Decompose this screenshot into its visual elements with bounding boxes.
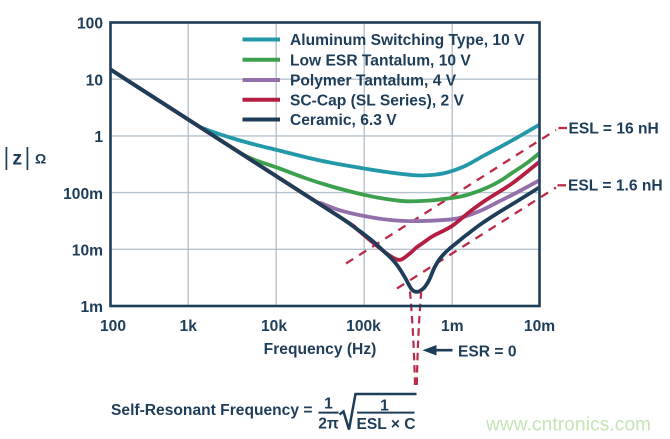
svg-text:ESL = 16 nH: ESL = 16 nH: [569, 121, 659, 138]
svg-text:Ω: Ω: [35, 151, 46, 167]
svg-text:100k: 100k: [346, 318, 381, 335]
svg-text:1m: 1m: [80, 299, 103, 316]
svg-text:1k: 1k: [180, 318, 198, 335]
svg-text:1: 1: [380, 398, 389, 415]
svg-text:100: 100: [100, 318, 126, 335]
svg-text:10: 10: [86, 72, 104, 89]
svg-text:1m: 1m: [441, 318, 464, 335]
svg-text:SC-Cap (SL Series), 2 V: SC-Cap (SL Series), 2 V: [290, 92, 464, 109]
svg-text:10m: 10m: [524, 318, 555, 335]
svg-text:1: 1: [94, 129, 103, 146]
svg-text:www.cntronics.com: www.cntronics.com: [485, 415, 651, 436]
svg-text:1: 1: [324, 396, 333, 413]
svg-text:Polymer Tantalum, 4 V: Polymer Tantalum, 4 V: [290, 73, 457, 90]
svg-text:100: 100: [77, 16, 103, 33]
svg-text:Aluminum Switching Type, 10 V: Aluminum Switching Type, 10 V: [290, 32, 525, 49]
svg-text:Frequency (Hz): Frequency (Hz): [264, 341, 377, 358]
svg-text:z: z: [12, 147, 22, 169]
svg-text:10k: 10k: [261, 318, 287, 335]
svg-text:ESL × C: ESL × C: [356, 416, 415, 433]
svg-text:ESR = 0: ESR = 0: [458, 343, 517, 360]
svg-text:ESL = 1.6 nH: ESL = 1.6 nH: [568, 178, 663, 195]
svg-text:2π: 2π: [318, 416, 339, 433]
svg-text:10m: 10m: [72, 243, 103, 260]
svg-text:Self-Resonant Frequency =: Self-Resonant Frequency =: [111, 402, 312, 419]
svg-text:100m: 100m: [63, 186, 103, 203]
svg-text:Low ESR Tantalum, 10 V: Low ESR Tantalum, 10 V: [290, 52, 471, 69]
svg-text:Ceramic, 6.3 V: Ceramic, 6.3 V: [290, 112, 397, 129]
